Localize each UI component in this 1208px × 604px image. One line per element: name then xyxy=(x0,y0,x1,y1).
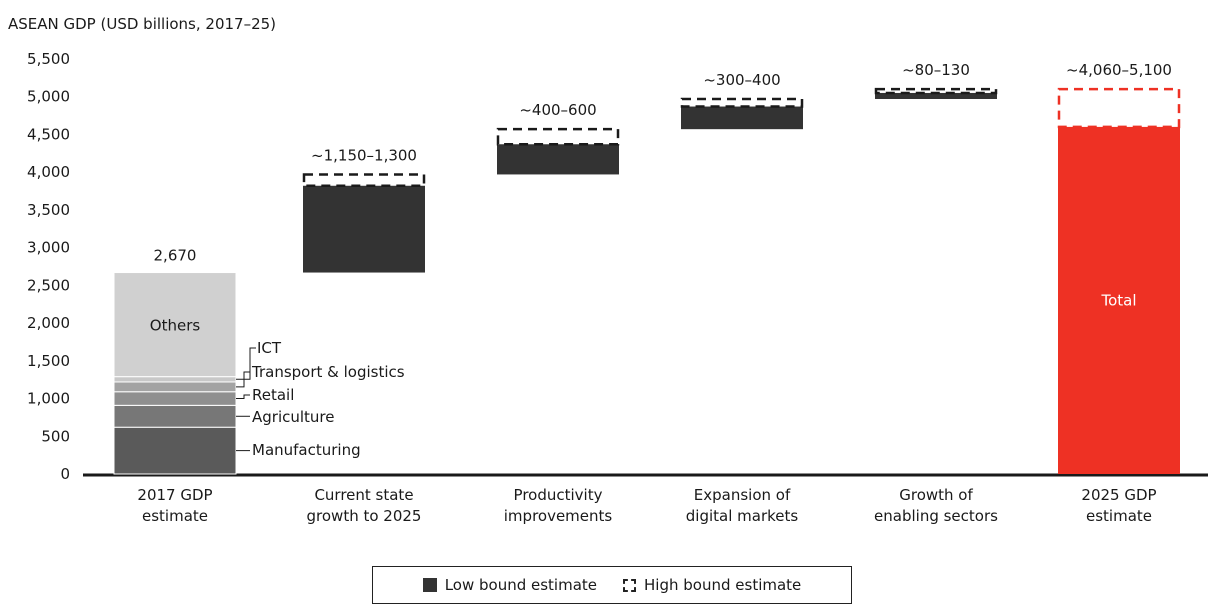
y-tick-label: 2,000 xyxy=(27,314,70,332)
step-bar-low xyxy=(497,144,619,175)
x-tick-label: Growth of xyxy=(899,486,973,504)
x-tick-label: digital markets xyxy=(686,507,799,525)
base-segment-ict xyxy=(113,376,237,383)
segment-label: Agriculture xyxy=(252,408,335,426)
data-label-step: ~300–400 xyxy=(703,71,780,89)
step-bar-low xyxy=(875,92,997,99)
x-tick-label: estimate xyxy=(1086,507,1152,525)
y-tick-label: 1,500 xyxy=(27,352,70,370)
step-bar-high xyxy=(496,127,620,146)
data-label-step: ~80–130 xyxy=(902,61,970,79)
x-tick-label: Expansion of xyxy=(694,486,791,504)
step-bar-low xyxy=(303,185,425,273)
segment-label-others: Others xyxy=(150,317,201,335)
base-segment-transport-logistics xyxy=(113,381,237,393)
legend-label-high: High bound estimate xyxy=(644,576,802,594)
x-tick-label: Productivity xyxy=(514,486,603,504)
data-label-total: ~4,060–5,100 xyxy=(1066,61,1172,79)
leader-line xyxy=(236,347,256,380)
legend-swatch-high xyxy=(623,578,637,592)
data-label-base-total: 2,670 xyxy=(154,247,197,265)
total-bar-high xyxy=(1057,87,1181,129)
y-tick-label: 4,000 xyxy=(27,163,70,181)
step-bar-low xyxy=(681,106,803,130)
x-tick-label: Current state xyxy=(314,486,413,504)
data-label-step: ~400–600 xyxy=(519,101,596,119)
y-tick-label: 3,000 xyxy=(27,239,70,257)
y-axis-title: ASEAN GDP (USD billions, 2017–25) xyxy=(8,15,277,33)
segment-label: ICT xyxy=(257,339,282,357)
legend-item-high: High bound estimate xyxy=(623,576,801,594)
base-segment-retail xyxy=(113,391,237,406)
y-tick-label: 5,500 xyxy=(27,50,70,68)
base-segment-others xyxy=(113,272,237,378)
leader-line xyxy=(236,394,250,400)
y-tick-label: 2,500 xyxy=(27,276,70,294)
x-tick-label: growth to 2025 xyxy=(307,507,422,525)
legend-item-low: Low bound estimate xyxy=(422,576,598,594)
data-label-step: ~1,150–1,300 xyxy=(311,146,417,164)
base-segment-agriculture xyxy=(113,404,237,428)
x-tick-label: enabling sectors xyxy=(874,507,998,525)
base-segment-manufacturing xyxy=(113,426,237,475)
total-bar-inner-label: Total xyxy=(1100,291,1136,309)
segment-label: Retail xyxy=(252,386,294,404)
y-tick-label: 500 xyxy=(41,427,70,445)
legend-swatch-low xyxy=(422,578,437,592)
segment-label: Manufacturing xyxy=(252,441,361,459)
step-bar-high xyxy=(874,87,998,95)
x-tick-label: 2017 GDP xyxy=(137,486,212,504)
y-tick-label: 5,000 xyxy=(27,88,70,106)
y-tick-label: 4,500 xyxy=(27,125,70,143)
y-tick-label: 3,500 xyxy=(27,201,70,219)
segment-label: Transport & logistics xyxy=(251,363,405,381)
step-bar-high xyxy=(680,97,804,108)
x-tick-label: estimate xyxy=(142,507,208,525)
y-tick-label: 0 xyxy=(60,465,70,483)
x-tick-label: 2025 GDP xyxy=(1081,486,1156,504)
y-tick-label: 1,000 xyxy=(27,390,70,408)
step-bar-high xyxy=(302,173,426,188)
waterfall-chart: 0 500 1,000 1,500 2,000 2,500 3,000 3,500 4,000 4… xyxy=(27,50,1208,525)
x-tick-label: improvements xyxy=(504,507,613,525)
legend-label-low: Low bound estimate xyxy=(444,576,598,594)
legend: Low bound estimate High bound estimate xyxy=(372,566,852,604)
total-bar-low xyxy=(1058,126,1180,474)
